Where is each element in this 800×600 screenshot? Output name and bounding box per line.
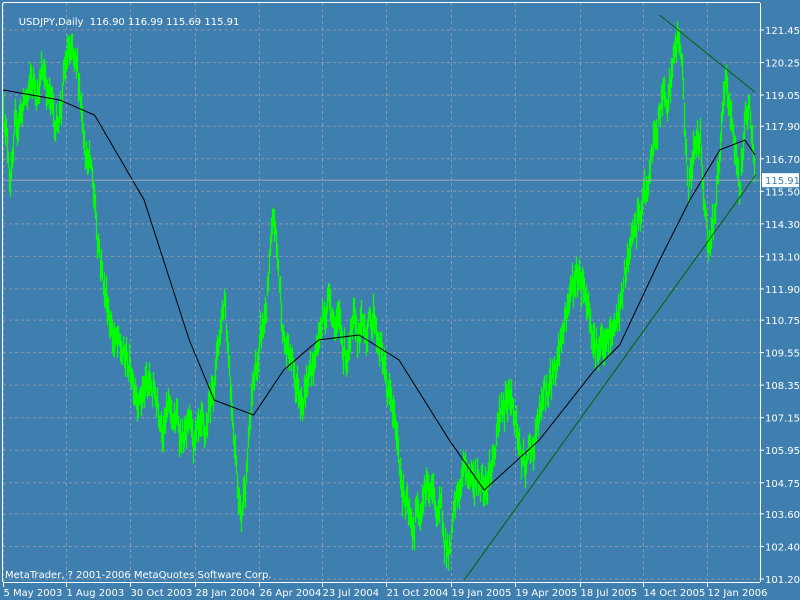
price-tick-label: 103.60 bbox=[765, 510, 800, 521]
time-tick-label: 19 Jan 2005 bbox=[452, 588, 512, 599]
high-value: 116.99 bbox=[127, 17, 163, 28]
price-tick-label: 114.30 bbox=[765, 220, 800, 231]
time-tick-label: 28 Jan 2004 bbox=[196, 588, 256, 599]
price-tick-label: 113.10 bbox=[765, 252, 800, 263]
time-tick-label: 14 Oct 2005 bbox=[644, 588, 706, 599]
price-tick-label: 119.05 bbox=[765, 91, 800, 102]
price-bars bbox=[2, 20, 756, 571]
price-tick-label: 121.45 bbox=[765, 26, 800, 37]
time-tick-label: 26 Apr 2004 bbox=[260, 588, 322, 599]
trendline bbox=[659, 14, 756, 93]
time-tick-label: 23 Jul 2004 bbox=[323, 588, 380, 599]
price-tick-label: 105.95 bbox=[765, 446, 800, 457]
chart-title: USDJPY,Daily 116.90 116.99 115.69 115.91 bbox=[6, 6, 240, 39]
price-tick-label: 120.25 bbox=[765, 59, 800, 70]
price-tick-label: 117.90 bbox=[765, 122, 800, 133]
trendline bbox=[463, 174, 757, 581]
price-tick-label: 111.90 bbox=[765, 285, 800, 296]
time-tick-label: 1 Aug 2003 bbox=[67, 588, 125, 599]
copyright-text: MetaTrader, ? 2001-2006 MetaQuotes Softw… bbox=[5, 570, 272, 581]
price-tick-label: 107.15 bbox=[765, 414, 800, 425]
price-tick-label: 104.75 bbox=[765, 479, 800, 490]
price-tick-label: 115.50 bbox=[765, 187, 800, 198]
price-tick-label: 101.20 bbox=[765, 575, 800, 586]
time-tick-label: 12 Jan 2006 bbox=[708, 588, 768, 599]
price-tick-label: 108.35 bbox=[765, 381, 800, 392]
moving-average-line bbox=[2, 89, 756, 491]
price-tick-label: 116.70 bbox=[765, 155, 800, 166]
price-tick-label: 110.75 bbox=[765, 316, 800, 327]
time-tick-label: 5 May 2003 bbox=[4, 588, 63, 599]
current-price-label: 115.91 bbox=[765, 176, 800, 187]
time-tick-label: 19 Apr 2005 bbox=[516, 588, 578, 599]
open-value: 116.90 bbox=[89, 17, 125, 28]
close-value: 115.91 bbox=[204, 17, 240, 28]
low-value: 115.69 bbox=[166, 17, 202, 28]
symbol-label: USDJPY,Daily bbox=[18, 17, 84, 28]
price-tick-label: 102.40 bbox=[765, 542, 800, 553]
time-tick-label: 18 Jul 2005 bbox=[581, 588, 638, 599]
time-tick-label: 21 Oct 2004 bbox=[387, 588, 449, 599]
time-tick-label: 30 Oct 2003 bbox=[131, 588, 193, 599]
time-axis-area bbox=[0, 582, 800, 600]
current-price-badge bbox=[762, 173, 799, 188]
price-tick-label: 109.55 bbox=[765, 349, 800, 360]
price-axis-area bbox=[760, 0, 800, 600]
